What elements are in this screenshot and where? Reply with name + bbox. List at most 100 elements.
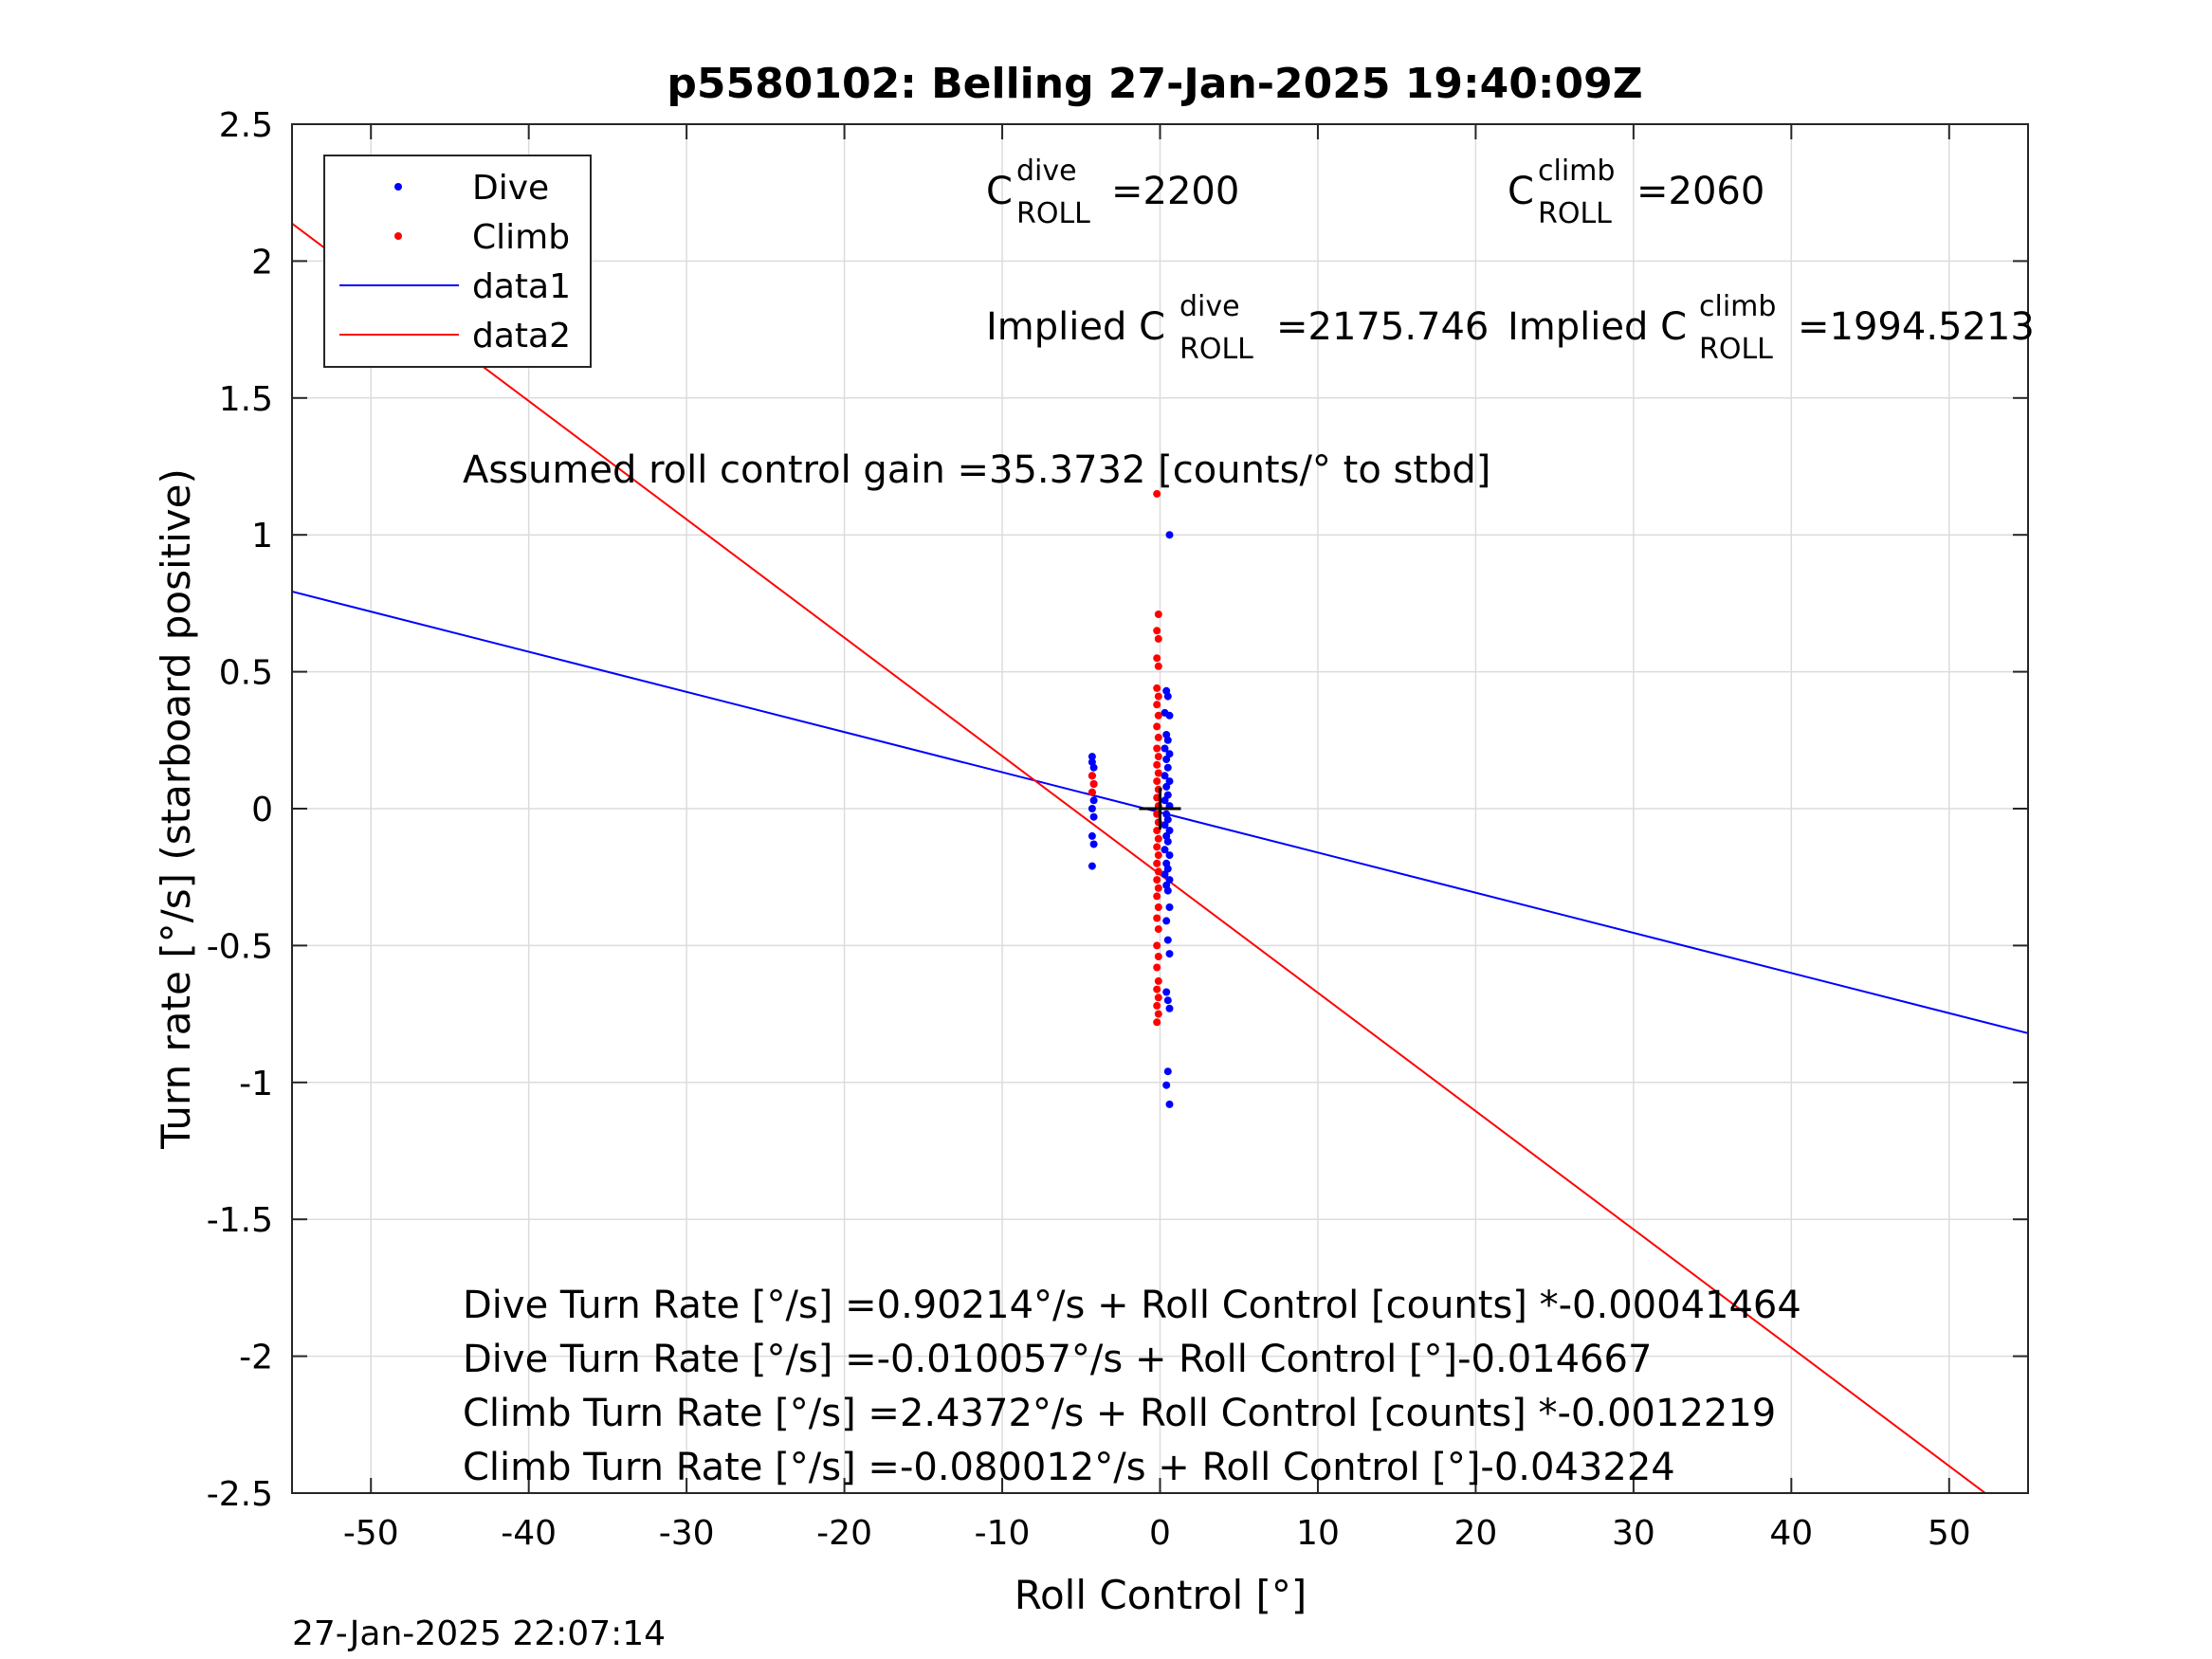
point-dive-46	[1165, 950, 1174, 958]
scatter-points	[1088, 489, 1174, 1108]
y-tick-label-3: -1	[239, 1065, 273, 1103]
point-climb-28	[1154, 851, 1162, 860]
svg-text:=1994.5213: =1994.5213	[1798, 305, 2035, 349]
legend-box	[323, 155, 592, 368]
point-dive-7	[1088, 805, 1096, 812]
y-tick-label-1: -2	[239, 1339, 273, 1377]
point-climb-2	[1088, 788, 1096, 796]
y-tick-label-0: -2.5	[207, 1475, 273, 1514]
point-climb-45	[1153, 1018, 1161, 1027]
gain-annotation: Assumed roll control gain =35.3732 [coun…	[463, 448, 1490, 492]
y-axis-label: Turn rate [°/s] (starboard positive)	[153, 468, 199, 1150]
point-climb-6	[1154, 634, 1162, 643]
legend-label-data1: data1	[472, 267, 571, 306]
point-dive-44	[1162, 917, 1171, 925]
y-tick-label-5: 0	[251, 791, 273, 830]
svg-text:=2175.746: =2175.746	[1276, 305, 1489, 349]
point-climb-33	[1153, 892, 1161, 901]
point-dive-9	[1088, 831, 1096, 840]
y-tick-label-6: 0.5	[219, 654, 273, 693]
point-dive-11	[1088, 862, 1096, 870]
point-climb-42	[1154, 994, 1162, 1002]
c-dive-annotation: C dive ROLL =2200	[986, 155, 1239, 230]
point-dive-35	[1161, 846, 1169, 854]
point-climb-16	[1154, 753, 1162, 761]
point-climb-1	[1089, 780, 1098, 788]
fit-line-dive-degrees: Dive Turn Rate [°/s] =-0.010057°/s + Rol…	[463, 1338, 1652, 1381]
point-dive-10	[1089, 840, 1098, 848]
legend: Dive Climb data1 data2	[323, 155, 592, 368]
generated-timestamp: 27-Jan-2025 22:07:14	[292, 1614, 666, 1653]
svg-text:climb: climb	[1699, 290, 1776, 323]
y-tick-label-9: 2	[251, 243, 273, 282]
point-dive-42	[1163, 886, 1172, 895]
point-climb-10	[1154, 692, 1162, 701]
svg-text:ROLL: ROLL	[1016, 197, 1090, 230]
point-dive-32	[1165, 827, 1174, 835]
point-climb-0	[1088, 772, 1096, 780]
point-dive-20	[1165, 750, 1174, 758]
point-climb-44	[1154, 1010, 1162, 1018]
point-dive-6	[1089, 796, 1098, 805]
point-climb-15	[1153, 744, 1161, 753]
svg-text:dive: dive	[1179, 290, 1240, 323]
point-dive-21	[1162, 756, 1171, 763]
svg-text:ROLL: ROLL	[1699, 333, 1773, 366]
point-climb-38	[1154, 953, 1162, 960]
chart-title: p5580102: Belling 27-Jan-2025 19:40:09Z	[667, 60, 1642, 108]
point-dive-47	[1162, 988, 1171, 996]
point-dive-0	[1088, 753, 1096, 761]
point-climb-3	[1153, 489, 1161, 498]
point-climb-19	[1153, 777, 1161, 786]
point-climb-11	[1153, 701, 1161, 709]
y-tick-label-10: 2.5	[219, 106, 273, 145]
y-tick-label-8: 1.5	[219, 380, 273, 419]
implied-climb-annotation: Implied C climb ROLL =1994.5213	[1508, 290, 2035, 366]
legend-marker-climb	[394, 232, 402, 240]
point-dive-45	[1163, 936, 1172, 944]
fit-line-climb-counts: Climb Turn Rate [°/s] =2.4372°/s + Roll …	[463, 1392, 1776, 1435]
tick-labels: -50 -40 -30 -20 -10 0 10 20 30 40 50-2.5-2-1.5-1-0…	[207, 106, 1971, 1553]
point-dive-50	[1163, 1067, 1172, 1076]
x-tick-label-5: 0	[1149, 1514, 1171, 1553]
point-dive-51	[1162, 1081, 1171, 1089]
x-tick-label-7: 20	[1454, 1514, 1498, 1553]
point-dive-2	[1089, 763, 1098, 772]
point-climb-12	[1154, 711, 1162, 720]
x-tick-label-4: -10	[975, 1514, 1031, 1553]
point-dive-36	[1165, 851, 1174, 860]
point-dive-18	[1163, 736, 1172, 744]
svg-text:ROLL: ROLL	[1179, 333, 1253, 366]
center-plus-marker	[1139, 788, 1181, 830]
svg-text:ROLL: ROLL	[1538, 197, 1612, 230]
y-tick-label-7: 1	[251, 517, 273, 556]
point-climb-14	[1154, 733, 1162, 741]
x-tick-label-9: 40	[1769, 1514, 1813, 1553]
x-tick-label-8: 30	[1612, 1514, 1655, 1553]
point-climb-35	[1153, 914, 1161, 922]
x-tick-label-3: -20	[816, 1514, 872, 1553]
point-climb-40	[1154, 976, 1162, 985]
point-dive-24	[1165, 777, 1174, 786]
point-dive-34	[1163, 837, 1172, 846]
point-dive-49	[1165, 1004, 1174, 1012]
point-dive-25	[1162, 782, 1171, 791]
point-climb-27	[1153, 843, 1161, 851]
point-dive-40	[1165, 876, 1174, 884]
point-climb-7	[1153, 654, 1161, 663]
point-climb-4	[1154, 611, 1162, 618]
point-climb-8	[1154, 662, 1162, 670]
svg-text:Implied C: Implied C	[1508, 305, 1687, 349]
legend-label-climb: Climb	[472, 218, 570, 257]
svg-text:C: C	[986, 170, 1013, 213]
point-dive-27	[1161, 796, 1169, 805]
point-climb-13	[1153, 722, 1161, 731]
point-climb-32	[1154, 884, 1162, 892]
point-dive-39	[1161, 870, 1169, 879]
x-tick-label-6: 10	[1296, 1514, 1340, 1553]
point-dive-19	[1161, 744, 1169, 753]
x-axis-label: Roll Control [°]	[1015, 1572, 1307, 1618]
point-climb-34	[1154, 903, 1162, 911]
point-dive-31	[1161, 821, 1169, 830]
